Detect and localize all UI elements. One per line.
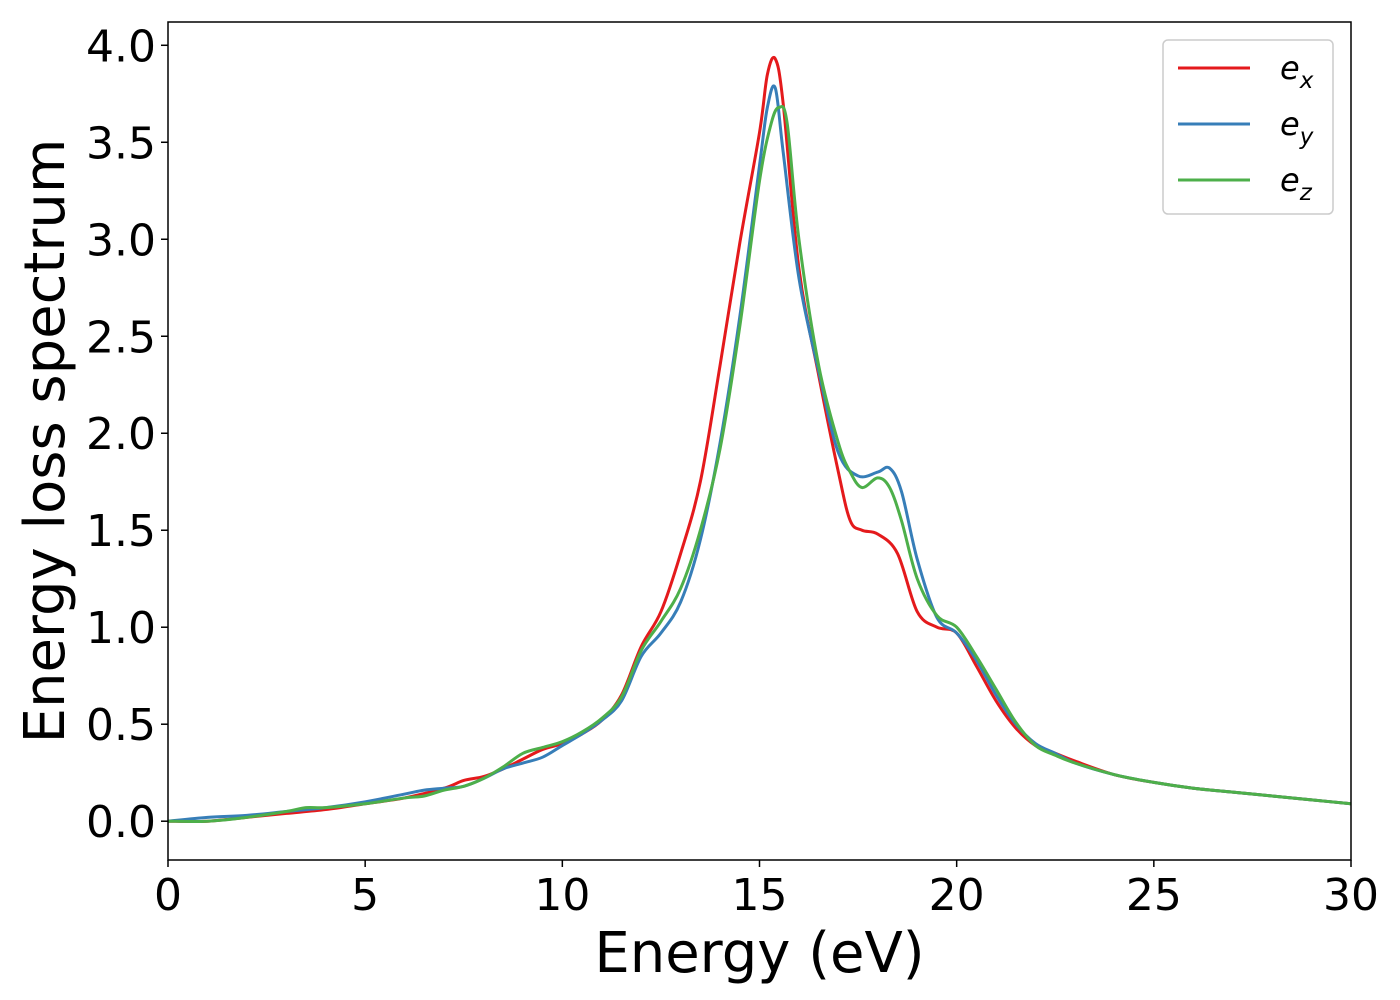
- y-tick-label: 0.5: [86, 700, 156, 751]
- y-axis-ticks: 0.0 0.5 1.0 1.5 2.0 2.5 3.0 3.5 4.0: [86, 21, 168, 848]
- x-tick-label: 10: [534, 870, 590, 921]
- x-tick-label: 20: [929, 870, 985, 921]
- x-axis-ticks: 0 5 10 15 20 25 30: [154, 860, 1379, 921]
- series-line-e-z: [167, 104, 1352, 823]
- legend-box: [1162, 39, 1334, 215]
- x-axis-label: Energy (eV): [594, 921, 924, 986]
- x-tick-label: 5: [351, 870, 379, 921]
- series-layer: [167, 56, 1352, 823]
- y-tick-label: 3.5: [86, 118, 156, 169]
- y-tick-label: 2.0: [86, 409, 156, 460]
- y-tick-label: 2.5: [86, 312, 156, 363]
- x-tick-label: 15: [732, 870, 788, 921]
- x-tick-label: 0: [154, 870, 182, 921]
- y-axis-label: Energy loss spectrum: [13, 139, 78, 744]
- y-tick-label: 0.0: [86, 797, 156, 848]
- y-tick-label: 1.0: [86, 603, 156, 654]
- y-tick-label: 3.0: [86, 215, 156, 266]
- x-tick-label: 25: [1126, 870, 1182, 921]
- x-tick-label: 30: [1323, 870, 1379, 921]
- y-tick-label: 4.0: [86, 21, 156, 72]
- y-tick-label: 1.5: [86, 506, 156, 557]
